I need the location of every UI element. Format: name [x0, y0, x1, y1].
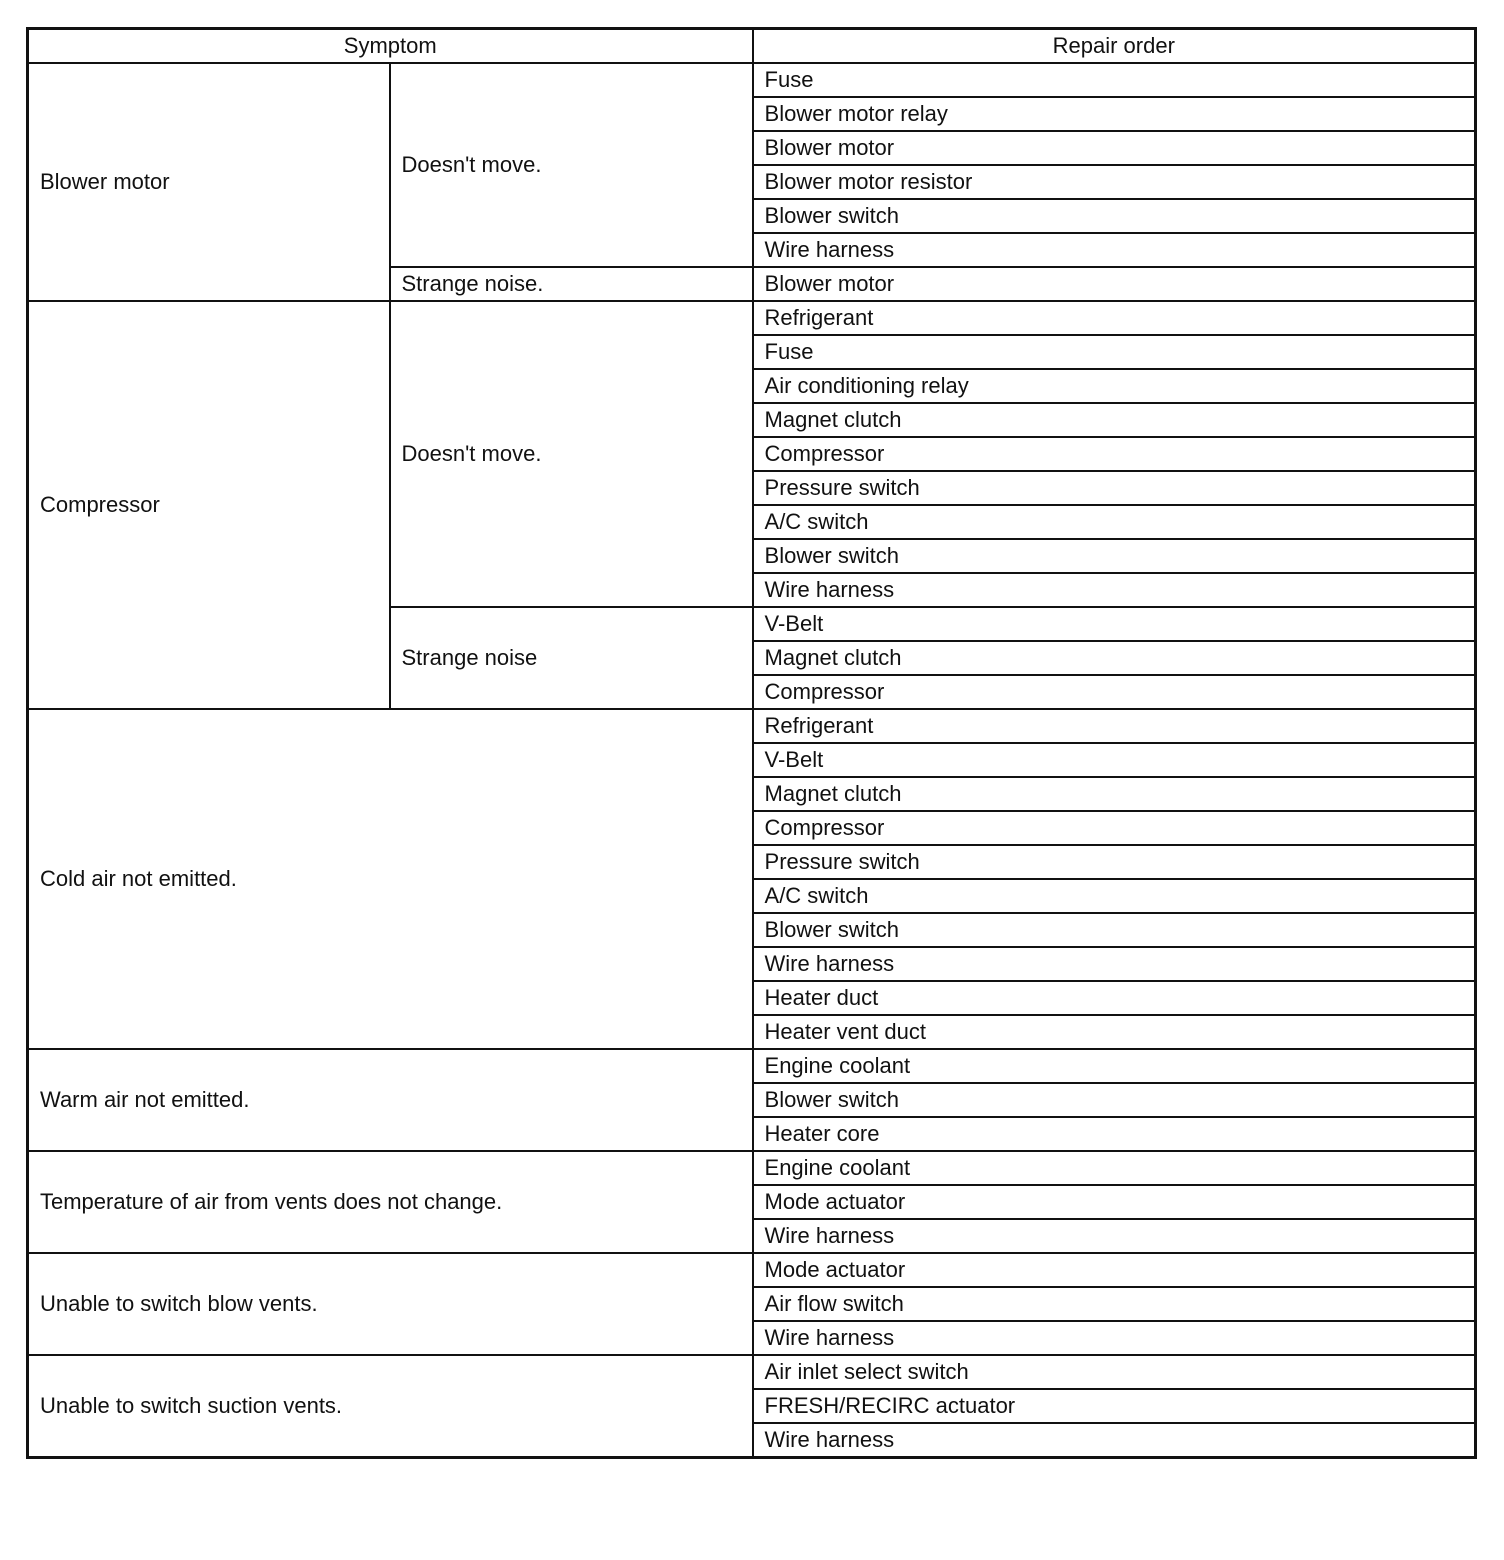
table-row: Wire harness: [28, 1218, 1477, 1254]
table-row: Blower motor: [28, 130, 1477, 166]
repair-item-cell: Fuse: [751, 62, 1477, 98]
table-row: Air conditioning relay: [28, 368, 1477, 404]
repair-item-cell: Fuse: [751, 334, 1477, 370]
table-row: A/C switch: [28, 504, 1477, 540]
table-row: Strange noise V-Belt: [28, 606, 1477, 710]
repair-item-cell: Blower motor: [751, 130, 1477, 166]
table-row: Wire harness: [28, 572, 1477, 608]
table-row: Heater core: [28, 1116, 1477, 1152]
repair-item-cell: Magnet clutch: [751, 776, 1477, 812]
repair-item-cell: Pressure switch: [751, 470, 1477, 506]
repair-item-cell: Wire harness: [751, 946, 1477, 982]
repair-item-cell: Blower switch: [751, 198, 1477, 234]
sub-symptom-cell: Doesn't move.: [388, 300, 754, 608]
table-row: V-Belt: [28, 742, 1477, 778]
table-row: Temperature of air from vents does not c…: [26, 1150, 1477, 1254]
repair-item-cell: V-Belt: [751, 742, 1477, 778]
repair-order-header: Repair order: [751, 27, 1477, 64]
symptom-cell: Blower motor: [26, 62, 391, 302]
symptom-repair-table: Symptom Repair order Blower motor Doesn't…: [26, 27, 1478, 1459]
repair-item-cell: Compressor: [751, 810, 1477, 846]
sub-symptom-cell: Strange noise: [388, 606, 754, 710]
table-row: Magnet clutch: [28, 402, 1477, 438]
repair-item-cell: Pressure switch: [751, 844, 1477, 880]
repair-item-cell: Refrigerant: [751, 708, 1477, 744]
table-row: Cold air not emitted. Refrigerant: [26, 708, 1477, 1050]
repair-item-cell: Blower switch: [751, 538, 1477, 574]
repair-item-cell: A/C switch: [751, 878, 1477, 914]
table-row: Blower motor Doesn't move. Fuse: [26, 62, 1477, 302]
table-row: Blower switch: [28, 912, 1477, 948]
symptom-cell: Warm air not emitted.: [26, 1048, 754, 1152]
table-row: Wire harness: [28, 946, 1477, 982]
repair-item-cell: Magnet clutch: [751, 402, 1477, 438]
table-row: Blower switch: [28, 538, 1477, 574]
repair-item-cell: Air conditioning relay: [751, 368, 1477, 404]
repair-item-cell: Compressor: [751, 674, 1477, 710]
repair-item-cell: Blower motor relay: [751, 96, 1477, 132]
table-row: Blower switch: [28, 198, 1477, 234]
repair-item-cell: Blower motor resistor: [751, 164, 1477, 200]
repair-item-cell: FRESH/RECIRC actuator: [751, 1388, 1477, 1424]
table-row: Heater duct: [28, 980, 1477, 1016]
table-row: Blower switch: [28, 1082, 1477, 1118]
sub-symptom-cell: Strange noise.: [388, 266, 754, 302]
repair-item-cell: Compressor: [751, 436, 1477, 472]
repair-item-cell: Refrigerant: [751, 300, 1477, 336]
table-row: Compressor: [28, 810, 1477, 846]
repair-item-cell: Blower switch: [751, 912, 1477, 948]
repair-item-cell: Wire harness: [751, 572, 1477, 608]
table-row: Unable to switch blow vents. Mode actuato…: [26, 1252, 1477, 1356]
table-row: Compressor: [28, 436, 1477, 472]
table-row: Mode actuator: [28, 1184, 1477, 1220]
table-row: Magnet clutch: [28, 776, 1477, 812]
table-row: Magnet clutch: [28, 640, 1477, 676]
repair-item-cell: Heater duct: [751, 980, 1477, 1016]
repair-item-cell: Mode actuator: [751, 1252, 1477, 1288]
repair-item-cell: Wire harness: [751, 232, 1477, 268]
symptom-cell: Compressor: [26, 300, 391, 710]
repair-item-cell: Blower switch: [751, 1082, 1477, 1118]
table-row: Blower motor resistor: [28, 164, 1477, 200]
table-row: Heater vent duct: [28, 1014, 1477, 1050]
table-row: Compressor: [28, 674, 1477, 710]
table-row: Pressure switch: [28, 470, 1477, 506]
repair-item-cell: A/C switch: [751, 504, 1477, 540]
repair-item-cell: Heater vent duct: [751, 1014, 1477, 1050]
symptom-cell: Cold air not emitted.: [26, 708, 754, 1050]
table-body: Blower motor Doesn't move. Fuse Blower moto…: [26, 62, 1477, 1459]
table-row: Compressor Doesn't move. Refrigerant: [26, 300, 1477, 710]
repair-item-cell: Air flow switch: [751, 1286, 1477, 1322]
table-row: Unable to switch suction vents. Air inlet…: [26, 1354, 1477, 1459]
repair-item-cell: Engine coolant: [751, 1048, 1477, 1084]
table-row: Fuse: [28, 334, 1477, 370]
repair-item-cell: Blower motor: [751, 266, 1477, 302]
symptom-header: Symptom: [26, 27, 754, 64]
sub-symptom-cell: Doesn't move.: [388, 62, 754, 268]
repair-item-cell: Air inlet select switch: [751, 1354, 1477, 1390]
table-row: A/C switch: [28, 878, 1477, 914]
table-row: Wire harness: [28, 1320, 1477, 1356]
header-row: Symptom Repair order: [26, 27, 1477, 64]
table-row: Wire harness: [28, 1422, 1477, 1459]
table-row: FRESH/RECIRC actuator: [28, 1388, 1477, 1424]
repair-item-cell: Heater core: [751, 1116, 1477, 1152]
table-row: Wire harness: [28, 232, 1477, 268]
table-row: Blower motor relay: [28, 96, 1477, 132]
table-row: Pressure switch: [28, 844, 1477, 880]
symptom-cell: Unable to switch blow vents.: [26, 1252, 754, 1356]
table-row: Air flow switch: [28, 1286, 1477, 1322]
repair-item-cell: Wire harness: [751, 1422, 1477, 1459]
table-row: Warm air not emitted. Engine coolant: [26, 1048, 1477, 1152]
symptom-cell: Unable to switch suction vents.: [26, 1354, 754, 1459]
repair-item-cell: V-Belt: [751, 606, 1477, 642]
repair-item-cell: Engine coolant: [751, 1150, 1477, 1186]
repair-item-cell: Magnet clutch: [751, 640, 1477, 676]
repair-item-cell: Wire harness: [751, 1320, 1477, 1356]
repair-item-cell: Mode actuator: [751, 1184, 1477, 1220]
repair-item-cell: Wire harness: [751, 1218, 1477, 1254]
symptom-cell: Temperature of air from vents does not c…: [26, 1150, 754, 1254]
table-row: Strange noise. Blower motor: [28, 266, 1477, 302]
